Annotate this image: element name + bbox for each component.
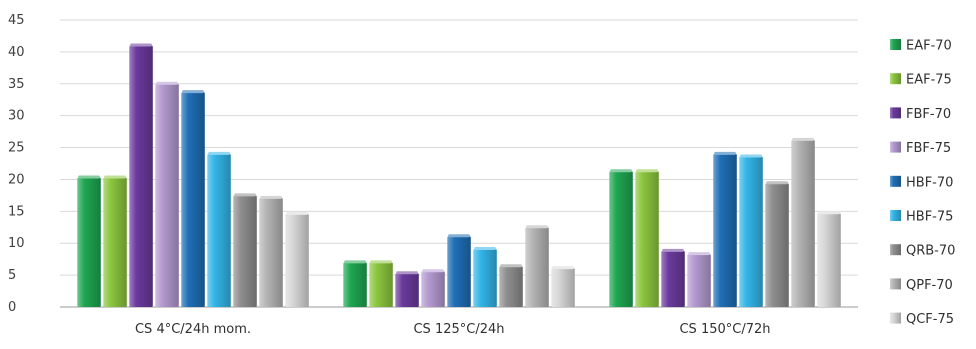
bar-top-fbf-70-1 bbox=[396, 271, 418, 275]
bar-top-fbf-75-1 bbox=[422, 269, 444, 273]
legend-label: EAF-70 bbox=[906, 39, 952, 54]
legend-label: HBF-75 bbox=[906, 210, 953, 225]
bar-fbf-70-2 bbox=[661, 250, 685, 307]
legend-label: FBF-70 bbox=[906, 107, 951, 122]
bar-top-qrb-70-0 bbox=[234, 193, 256, 197]
bar-qcf-75-2 bbox=[817, 213, 841, 307]
bar-eaf-70-2 bbox=[609, 171, 633, 307]
bar-qpf-70-2 bbox=[791, 139, 815, 307]
bar-top-qpf-70-2 bbox=[792, 137, 814, 141]
bar-top-qrb-70-1 bbox=[500, 264, 522, 268]
bar-top-eaf-70-1 bbox=[344, 260, 366, 264]
legend-swatch bbox=[890, 39, 901, 50]
bar-qrb-70-1 bbox=[499, 266, 523, 307]
bar-top-eaf-75-0 bbox=[104, 175, 126, 179]
bar-fbf-75-2 bbox=[687, 254, 711, 307]
y-tick-label: 40 bbox=[8, 45, 25, 60]
x-category-label: CS 125°C/24h bbox=[413, 322, 504, 337]
legend-swatch bbox=[890, 141, 901, 153]
legend-swatch bbox=[890, 244, 901, 256]
bar-hbf-70-2 bbox=[713, 153, 737, 307]
bar-eaf-70-1 bbox=[343, 262, 367, 307]
bar-eaf-75-0 bbox=[103, 177, 127, 307]
legend-label: QPF-70 bbox=[906, 278, 953, 293]
bar-top-qpf-70-1 bbox=[526, 225, 548, 229]
legend-swatch bbox=[890, 73, 901, 85]
legend-swatch bbox=[890, 175, 901, 187]
legend-label: QCF-75 bbox=[906, 312, 954, 327]
y-tick-label: 5 bbox=[8, 268, 16, 283]
bar-top-eaf-70-0 bbox=[78, 175, 100, 179]
bar-top-hbf-75-0 bbox=[208, 151, 230, 155]
bar-qcf-75-0 bbox=[285, 213, 309, 307]
bar-top-eaf-75-2 bbox=[636, 169, 658, 173]
y-tick-label: 25 bbox=[8, 141, 25, 156]
bar-hbf-70-1 bbox=[447, 236, 471, 307]
bar-top-qcf-75-2 bbox=[818, 211, 840, 215]
bar-top-qpf-70-0 bbox=[260, 195, 282, 199]
y-tick-label: 45 bbox=[8, 13, 25, 28]
legend-label: QRB-70 bbox=[906, 244, 955, 259]
bar-top-fbf-70-0 bbox=[130, 43, 152, 47]
legend-label: EAF-75 bbox=[906, 73, 952, 88]
legend-swatch bbox=[890, 210, 901, 221]
bar-hbf-75-0 bbox=[207, 153, 231, 307]
y-tick-label: 20 bbox=[8, 172, 25, 187]
bar-fbf-70-1 bbox=[395, 273, 419, 307]
bar-qcf-75-1 bbox=[551, 268, 575, 307]
y-tick-label: 15 bbox=[8, 204, 25, 219]
bar-eaf-70-0 bbox=[77, 177, 101, 307]
bar-top-hbf-75-2 bbox=[740, 154, 762, 158]
bar-top-fbf-75-0 bbox=[156, 81, 178, 85]
legend-swatch bbox=[890, 278, 901, 290]
y-tick-label: 30 bbox=[8, 109, 25, 124]
bar-qrb-70-0 bbox=[233, 195, 257, 307]
bar-top-eaf-70-2 bbox=[610, 169, 632, 173]
bar-qpf-70-1 bbox=[525, 227, 549, 307]
y-tick-label: 0 bbox=[8, 300, 16, 315]
x-category-label: CS 150°C/72h bbox=[679, 322, 770, 337]
bar-hbf-70-0 bbox=[181, 92, 205, 307]
bar-top-qcf-75-0 bbox=[286, 211, 308, 215]
bar-top-eaf-75-1 bbox=[370, 260, 392, 264]
bar-top-qrb-70-2 bbox=[766, 181, 788, 185]
bar-eaf-75-1 bbox=[369, 262, 393, 307]
legend-label: HBF-70 bbox=[906, 175, 953, 190]
bar-top-hbf-75-1 bbox=[474, 247, 496, 250]
legend-label: FBF-75 bbox=[906, 141, 951, 156]
bar-qpf-70-0 bbox=[259, 197, 283, 307]
bar-fbf-70-0 bbox=[129, 45, 153, 307]
bar-top-hbf-70-1 bbox=[448, 234, 470, 238]
bar-fbf-75-1 bbox=[421, 271, 445, 307]
legend-swatch bbox=[890, 107, 901, 119]
bar-fbf-75-0 bbox=[155, 83, 179, 307]
bar-qrb-70-2 bbox=[765, 183, 789, 307]
bar-hbf-75-1 bbox=[473, 249, 497, 307]
x-category-label: CS 4°C/24h mom. bbox=[135, 322, 251, 337]
bar-top-fbf-75-2 bbox=[688, 252, 710, 256]
bar-top-hbf-70-2 bbox=[714, 151, 736, 155]
y-tick-label: 10 bbox=[8, 236, 25, 251]
bar-eaf-75-2 bbox=[635, 171, 659, 307]
legend-swatch bbox=[890, 312, 901, 324]
bar-top-qcf-75-1 bbox=[552, 266, 574, 270]
bar-hbf-75-2 bbox=[739, 156, 763, 307]
bar-top-fbf-70-2 bbox=[662, 248, 684, 252]
bar-top-hbf-70-0 bbox=[182, 90, 204, 94]
y-tick-label: 35 bbox=[8, 77, 25, 92]
